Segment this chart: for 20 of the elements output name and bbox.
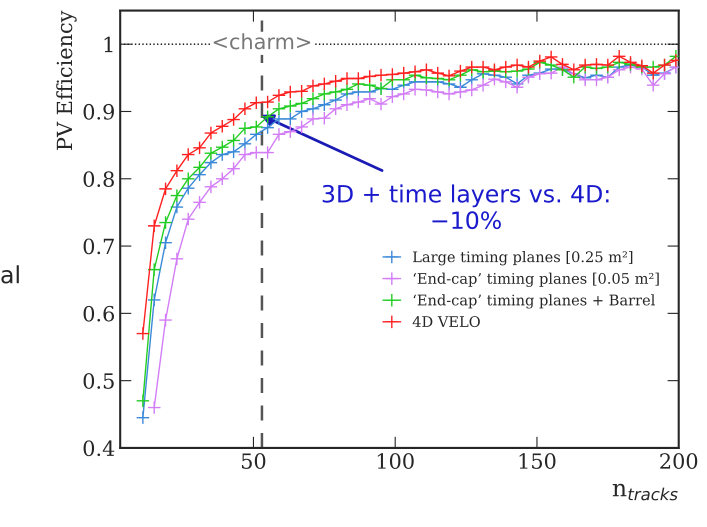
y-tick-label: 0.4 <box>84 440 114 456</box>
legend-label: ‘End-cap’ timing planes + Barrel <box>414 294 655 309</box>
legend-label: Large timing planes [0.25 m²] <box>413 251 632 266</box>
x-tick-label: 50 <box>242 453 266 469</box>
y-axis-title: PV Efficiency <box>56 10 77 150</box>
x-tick-label: 200 <box>660 453 698 469</box>
x-axis-title: n$_{tracks}$ <box>612 484 678 500</box>
y-tick-label: 0.8 <box>84 171 114 187</box>
y-tick-label: 0.9 <box>84 104 114 120</box>
legend-label: ‘End-cap’ timing planes [0.05 m²] <box>414 272 659 287</box>
y-tick-label: 1 <box>104 36 112 52</box>
x-tick-label: 150 <box>520 453 556 469</box>
y-tick-label: 0.6 <box>84 306 114 322</box>
legend-label: 4D VELO <box>412 316 480 328</box>
text: al <box>1 265 19 284</box>
annotation: 3D + time layers vs. 4D: −10% <box>322 184 608 230</box>
ref-line-label: <charm> <box>214 33 310 50</box>
y-tick-label: 0.7 <box>84 238 114 254</box>
x-tick-label: 100 <box>378 453 414 469</box>
y-tick-label: 0.5 <box>84 373 114 389</box>
